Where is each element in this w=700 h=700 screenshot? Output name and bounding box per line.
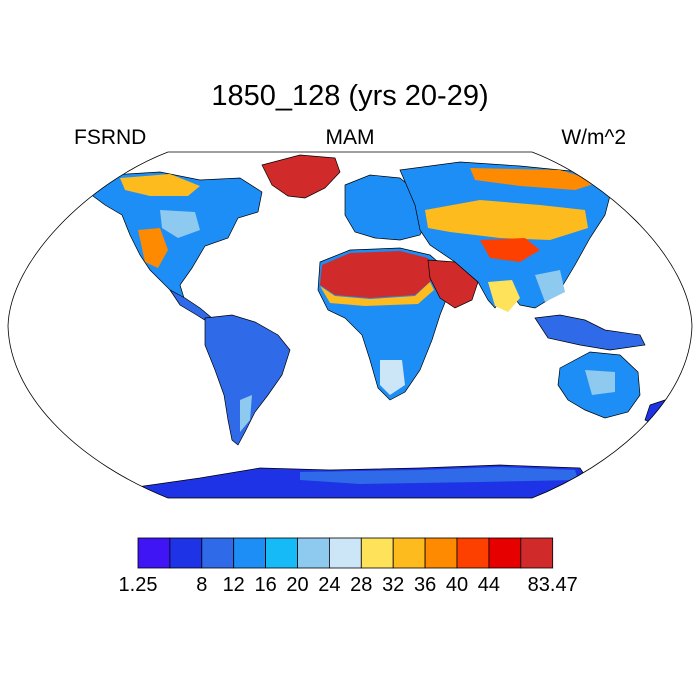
southeast-asia-light-region	[535, 270, 565, 302]
colorbar-tick-label: 36	[414, 574, 436, 596]
southern-africa-light-region	[380, 360, 405, 395]
map-boundary	[7, 151, 693, 499]
sahara-desert-region	[320, 251, 432, 298]
season-label: MAM	[325, 126, 375, 149]
sahel-warm-band	[320, 282, 434, 306]
antarctica-outer-region	[300, 467, 578, 484]
colorbar-tick-label: 16	[254, 574, 276, 596]
variable-label: FSRND	[74, 126, 147, 149]
colorbar-box	[233, 537, 266, 569]
india-region	[488, 280, 520, 312]
colorbar-box	[520, 537, 554, 569]
colorbar-box	[424, 537, 458, 569]
colorbar-box	[360, 537, 394, 569]
colorbar-tick-label: 20	[286, 574, 308, 596]
australia-light-region	[585, 370, 615, 395]
siberia-warm-region	[470, 168, 600, 190]
colorbar-box	[328, 537, 362, 569]
asia-warm-band	[425, 200, 588, 240]
colorbar-tick-label: 28	[350, 574, 372, 596]
colorbar-box	[297, 537, 330, 569]
north-america-dry-region	[138, 228, 168, 268]
north-america-light-region	[160, 210, 200, 238]
colorbar-tick-label: 8	[196, 574, 207, 596]
colorbar-box	[169, 537, 203, 569]
colorbar-tick-label: 44	[478, 574, 500, 596]
north-america-warm-region	[120, 174, 200, 196]
colorbar-tick-label: 12	[223, 574, 245, 596]
units-label: W/m^2	[561, 126, 626, 149]
greenland-land	[261, 154, 341, 199]
colorbar-box	[201, 537, 235, 569]
maritime-continent-land	[534, 314, 646, 351]
colorbar-box	[265, 537, 298, 569]
colorbar-labels: 1.25 8 12 16 20 24 28 32 36 40 44 83.47	[119, 574, 578, 596]
colorbar-box	[392, 537, 426, 569]
tibet-plateau-region	[480, 238, 540, 262]
colorbar-tick-label: 32	[382, 574, 404, 596]
colorbar-tick-label: 40	[446, 574, 468, 596]
colorbar-tick-label: 83.47	[528, 574, 578, 596]
colorbar-box	[488, 537, 522, 569]
south-america-cool-region	[240, 395, 252, 432]
colorbar-boxes	[137, 537, 554, 569]
colorbar-box	[456, 537, 490, 569]
map-title: 1850_128 (yrs 20-29)	[211, 80, 489, 112]
south-america-land	[204, 314, 291, 446]
colorbar-tick-label: 1.25	[119, 574, 158, 596]
colorbar-box	[137, 537, 171, 569]
colorbar-tick-label: 24	[318, 574, 340, 596]
land-regions	[84, 154, 669, 498]
